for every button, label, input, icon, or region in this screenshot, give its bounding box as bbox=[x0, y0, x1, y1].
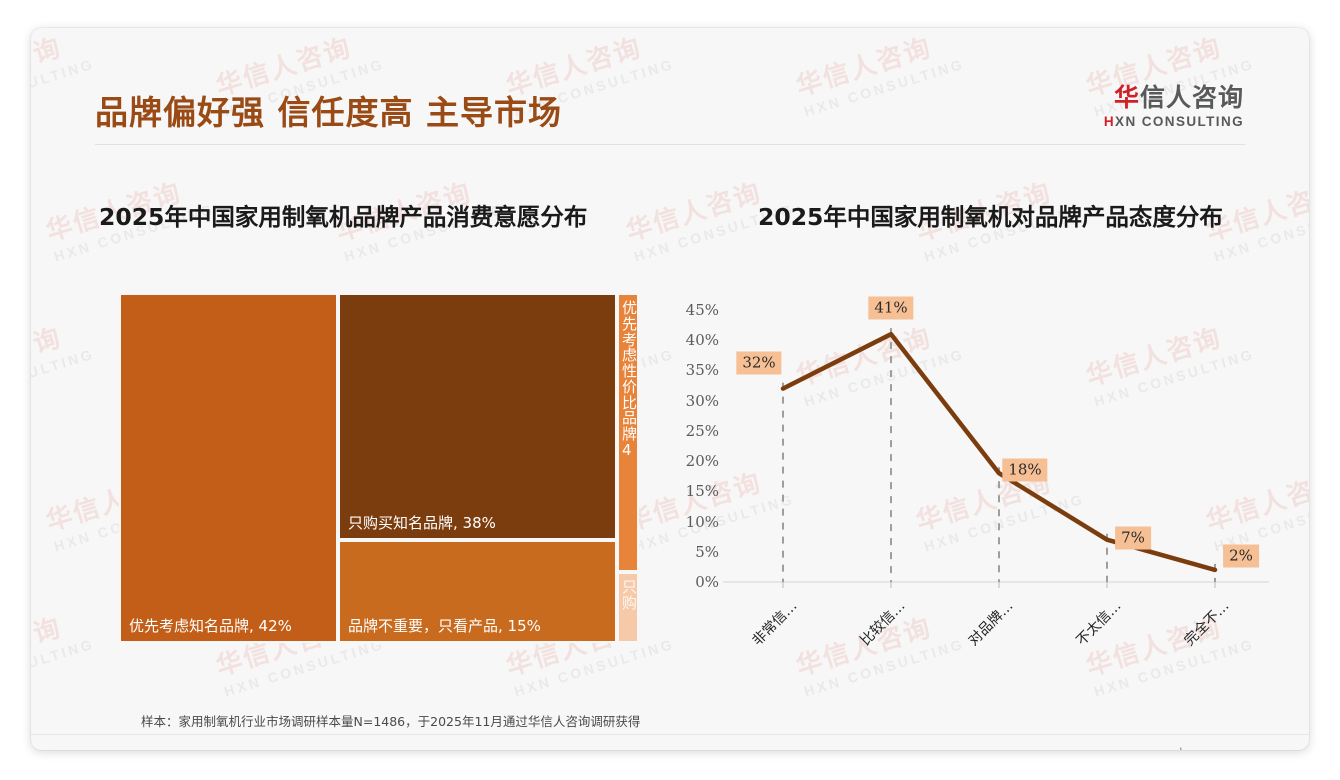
treemap-cell-label: 只购 bbox=[622, 578, 638, 612]
data-series-line bbox=[780, 331, 1218, 573]
page-title: 品牌偏好强 信任度高 主导市场 bbox=[95, 93, 562, 132]
logo-en-rest: XN CONSULTING bbox=[1115, 114, 1244, 130]
logo-cn-gray: 信人咨询 bbox=[1139, 83, 1244, 112]
treemap-cell-label: 优先考虑知名品牌, 42% bbox=[129, 617, 292, 635]
logo-cn-red: 华 bbox=[1113, 83, 1140, 112]
y-axis-tick-label: 45% bbox=[685, 301, 719, 319]
y-axis-tick-label: 40% bbox=[685, 331, 719, 350]
treemap-cell[interactable]: 只购买知名品牌, 38% bbox=[338, 293, 617, 540]
data-point-label: 2% bbox=[1223, 544, 1259, 568]
data-point-label: 7% bbox=[1115, 526, 1151, 550]
treemap-cell-label: 只购买知名品牌, 38% bbox=[348, 514, 496, 532]
treemap-cell[interactable]: 品牌不重要，只看产品, 15% bbox=[338, 540, 617, 643]
treemap-cell-label: 品牌不重要，只看产品, 15% bbox=[348, 617, 541, 635]
y-axis-tick-label: 35% bbox=[685, 361, 719, 380]
sample-note: 样本：家用制氧机行业市场调研样本量N=1486，于2025年11月通过华信人咨询… bbox=[141, 714, 641, 729]
y-axis-tick-label: 25% bbox=[685, 421, 719, 440]
data-point-label: 32% bbox=[736, 351, 782, 375]
website-link[interactable]: www.hxrcon.com bbox=[1150, 746, 1244, 750]
logo-en-red: H bbox=[1103, 114, 1116, 130]
company-logo: 华信人咨询 HXN CONSULTING bbox=[1104, 83, 1244, 129]
footer-divider bbox=[31, 734, 1309, 735]
data-point-label: 18% bbox=[1002, 458, 1048, 482]
treemap-cell-label: 优先考虑性价比品牌，4 bbox=[622, 299, 638, 459]
y-axis-tick-label: 15% bbox=[685, 482, 719, 501]
right-chart-title: 2025年中国家用制氧机对品牌产品态度分布 bbox=[758, 203, 1223, 231]
y-axis-tick-label: 20% bbox=[685, 452, 719, 471]
treemap-cell[interactable]: 优先考虑知名品牌, 42% bbox=[119, 293, 338, 643]
treemap-cell[interactable]: 只购 bbox=[617, 572, 639, 643]
y-axis-tick-label: 5% bbox=[695, 542, 719, 561]
title-divider bbox=[95, 144, 1245, 145]
logo-english-text: HXN CONSULTING bbox=[1104, 114, 1244, 129]
y-axis-tick-label: 0% bbox=[695, 573, 719, 591]
line-chart-plot bbox=[723, 328, 1269, 588]
left-chart-title: 2025年中国家用制氧机品牌产品消费意愿分布 bbox=[99, 203, 588, 231]
line-chart: 0% 5% 10% 15% 20% 25% 30% 35% 40% 45% 32% 41% 18% 7% 2… bbox=[671, 290, 1281, 660]
treemap-cell[interactable]: 优先考虑性价比品牌，4 bbox=[617, 293, 639, 572]
y-axis-tick-label: 10% bbox=[685, 512, 719, 531]
y-axis-tick-label: 30% bbox=[685, 391, 719, 410]
logo-chinese-text: 华信人咨询 bbox=[1104, 83, 1244, 112]
copyright-text: ©2026.1 HXR华信人咨询 bbox=[95, 746, 244, 750]
treemap-chart: 优先考虑知名品牌, 42% 只购买知名品牌, 38% 品牌不重要，只看产品, 15%… bbox=[119, 293, 639, 643]
data-point-label: 41% bbox=[868, 296, 914, 320]
